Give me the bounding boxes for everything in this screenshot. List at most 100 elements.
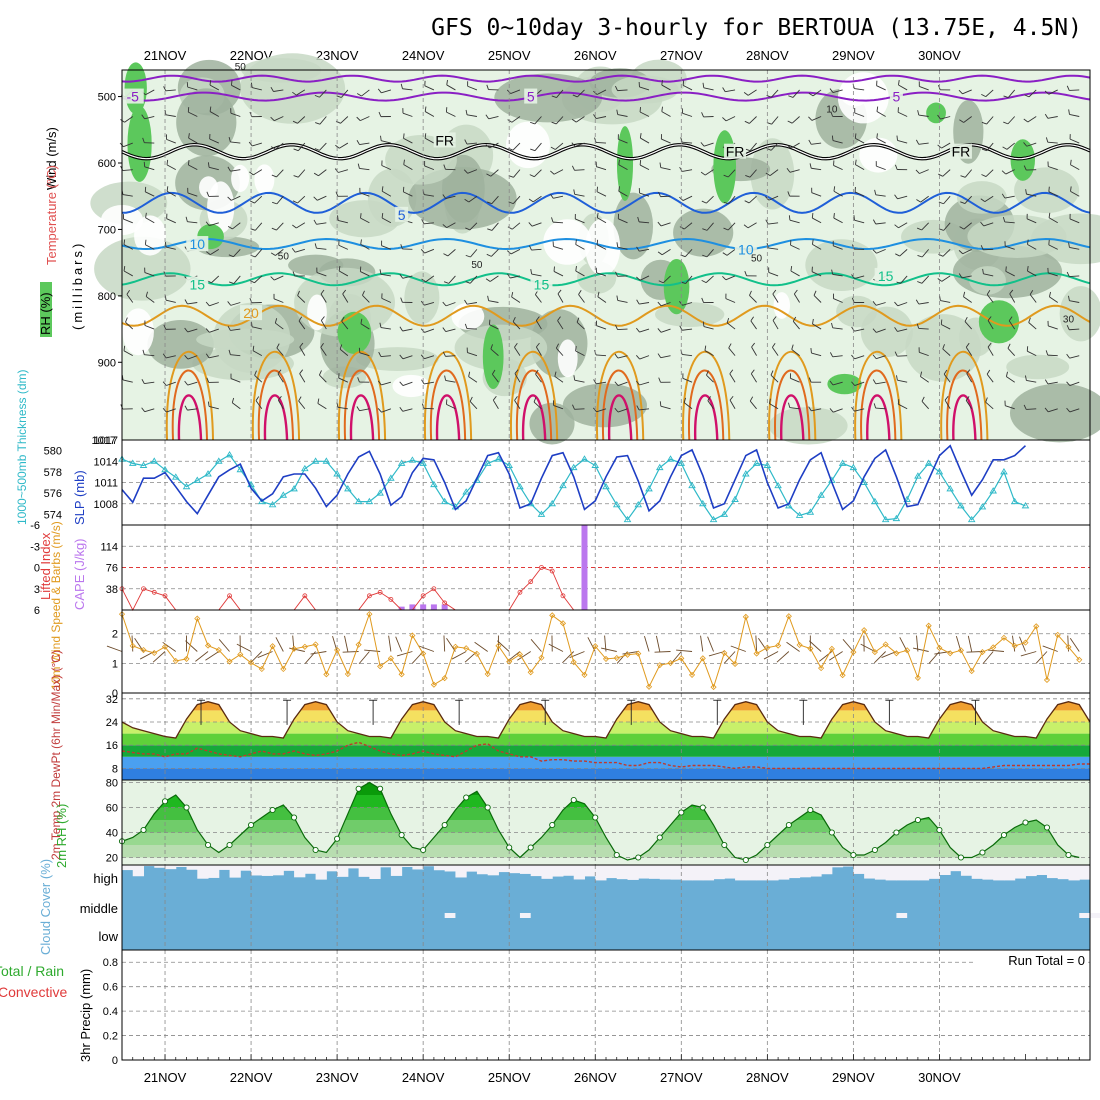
wind-barb-flag [315, 122, 321, 125]
wind-barb [597, 217, 607, 224]
cloud-high-gap [347, 865, 360, 869]
contour-label: FR [952, 144, 971, 160]
wind-barb-flag [164, 295, 167, 301]
wind-barb-flag [769, 398, 771, 404]
isotherm-20-loop [940, 350, 989, 441]
thickness-tick-label: 580 [44, 446, 62, 458]
label-rh2m: 2m RH (%) [54, 804, 69, 868]
cloud-high-gap [1036, 865, 1048, 876]
wind-barb-flag [812, 318, 814, 325]
wind-barb [962, 248, 972, 255]
wind-barb-flag [788, 95, 794, 98]
wind-barb [318, 169, 327, 177]
wind10m-point [140, 646, 147, 654]
wind-barb-flag [206, 191, 210, 197]
temp-tick-label: 24 [106, 717, 118, 729]
thickness-point [612, 500, 621, 508]
wind-barb-flag [465, 281, 471, 284]
wind10m-point [904, 647, 911, 654]
wind-barb [964, 195, 973, 204]
contour-label: 20 [243, 305, 259, 321]
rh2m-point [312, 846, 319, 854]
wind-barb [574, 142, 585, 147]
wind10m-barb [987, 649, 1004, 652]
wind-barb [769, 403, 779, 410]
wind-barb [380, 355, 391, 358]
cloud-high-gap [960, 865, 973, 876]
wind-barb [575, 350, 585, 357]
isotherm-10 [121, 237, 1091, 251]
cloud-high-gap [1057, 865, 1069, 880]
wind-barb-flag [571, 165, 575, 171]
rh-moist-patch [482, 324, 504, 390]
wind-barb [790, 377, 800, 383]
wind-barb [682, 353, 693, 357]
wind10m-point [226, 658, 233, 665]
wind-barb [854, 191, 865, 197]
wind-barb [875, 222, 886, 225]
wind-barb [424, 302, 435, 306]
rh-moist-patch [127, 105, 152, 182]
wind-barb-flag [270, 276, 275, 281]
wind-barb-flag [894, 301, 899, 307]
wind-barb-flag [377, 380, 382, 386]
isotherm-30-loop [694, 394, 719, 441]
wind-barb [402, 381, 413, 387]
slp-tick-label: 1014 [94, 456, 118, 468]
thickness-point [430, 480, 438, 488]
wind-barb-flag [141, 407, 146, 412]
wind-barb [360, 271, 370, 277]
wind10m-barb [708, 651, 725, 657]
wind-barb [381, 89, 392, 94]
wind10m-barb [517, 651, 531, 661]
wind-barb-flag [338, 265, 341, 272]
wind-barb [145, 89, 155, 96]
wind-barb [921, 249, 930, 258]
wind-barb [339, 348, 349, 356]
wind-barb-flag [381, 186, 384, 192]
wind-barb-flag [227, 225, 233, 230]
wind-barb-flag [120, 119, 125, 123]
wind-barb [295, 248, 305, 253]
wind-barb [617, 408, 628, 413]
cloud-high-gap [208, 865, 220, 878]
isotherm-25-loop [860, 369, 897, 441]
wind-barb-flag [635, 354, 640, 360]
wind10m-point [463, 645, 470, 652]
rh-dry-patch [122, 308, 154, 356]
wind-barb [790, 270, 800, 277]
wind-barb-flag [765, 219, 769, 225]
wind-barb [661, 138, 671, 144]
wind-barb [145, 217, 155, 224]
wind-barb [833, 165, 843, 171]
thickness-point [268, 500, 277, 508]
wind-barb [424, 328, 435, 333]
rh-legend-swatch [40, 282, 52, 337]
wind-barb [682, 302, 693, 306]
wind-barb [297, 142, 306, 151]
rh2m-point [355, 785, 362, 792]
wind-barb-flag [792, 316, 797, 322]
wind-barb [596, 408, 607, 413]
wind-barb [727, 169, 736, 178]
cloud-high-gap [122, 865, 134, 871]
wind-barb-flag [207, 162, 210, 168]
wind10m-point [1022, 639, 1029, 646]
wind10m-point [172, 657, 179, 665]
wind-barb [211, 275, 220, 284]
wind-barb-flag [337, 215, 339, 221]
wind-barb-flag [745, 148, 751, 152]
thickness-line [121, 454, 1026, 521]
wind-barb [726, 248, 736, 256]
top-date-axis: 21NOV 22NOV 23NOV 24NOV 25NOV 26NOV 27NOV 28NOV… [144, 48, 961, 63]
wind-barb-flag [723, 174, 729, 178]
wind-barb [574, 169, 585, 171]
wind-barb [187, 192, 198, 197]
wind-barb-flag [1025, 189, 1027, 195]
isotherm-25-loop [257, 369, 295, 441]
wind-barb [639, 111, 650, 117]
wind-barb [445, 328, 456, 333]
wind-barb-flag [987, 342, 992, 348]
wind-barb [639, 192, 650, 197]
